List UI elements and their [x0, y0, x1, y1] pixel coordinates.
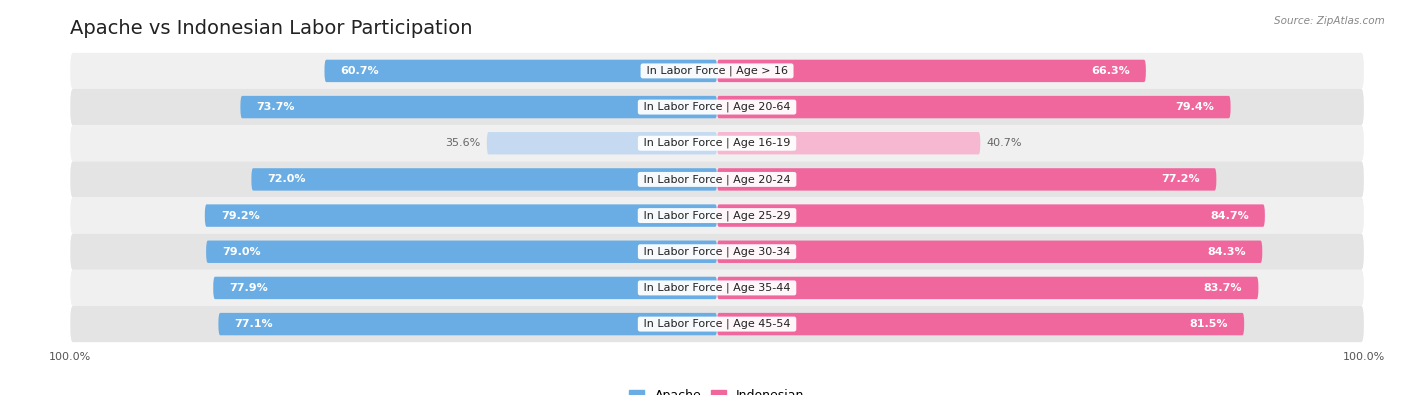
Text: 84.3%: 84.3%: [1208, 247, 1246, 257]
FancyBboxPatch shape: [717, 204, 1265, 227]
Text: 73.7%: 73.7%: [256, 102, 295, 112]
Text: In Labor Force | Age 16-19: In Labor Force | Age 16-19: [640, 138, 794, 149]
FancyBboxPatch shape: [717, 168, 1216, 191]
Text: 77.9%: 77.9%: [229, 283, 269, 293]
Text: 84.7%: 84.7%: [1211, 211, 1249, 220]
FancyBboxPatch shape: [717, 132, 980, 154]
FancyBboxPatch shape: [70, 89, 1364, 125]
Text: 40.7%: 40.7%: [987, 138, 1022, 148]
Text: 66.3%: 66.3%: [1091, 66, 1129, 76]
FancyBboxPatch shape: [486, 132, 717, 154]
Text: 35.6%: 35.6%: [446, 138, 481, 148]
Text: 79.0%: 79.0%: [222, 247, 262, 257]
Text: 83.7%: 83.7%: [1204, 283, 1243, 293]
FancyBboxPatch shape: [70, 125, 1364, 161]
FancyBboxPatch shape: [252, 168, 717, 191]
FancyBboxPatch shape: [70, 53, 1364, 89]
FancyBboxPatch shape: [205, 204, 717, 227]
Legend: Apache, Indonesian: Apache, Indonesian: [624, 384, 810, 395]
Text: 79.4%: 79.4%: [1175, 102, 1215, 112]
Text: In Labor Force | Age 20-64: In Labor Force | Age 20-64: [640, 102, 794, 112]
FancyBboxPatch shape: [70, 198, 1364, 234]
Text: In Labor Force | Age 20-24: In Labor Force | Age 20-24: [640, 174, 794, 185]
Text: In Labor Force | Age 35-44: In Labor Force | Age 35-44: [640, 283, 794, 293]
Text: 72.0%: 72.0%: [267, 175, 307, 184]
Text: 77.1%: 77.1%: [235, 319, 273, 329]
FancyBboxPatch shape: [325, 60, 717, 82]
FancyBboxPatch shape: [70, 234, 1364, 270]
FancyBboxPatch shape: [240, 96, 717, 118]
Text: In Labor Force | Age 30-34: In Labor Force | Age 30-34: [640, 246, 794, 257]
FancyBboxPatch shape: [70, 161, 1364, 198]
Text: 79.2%: 79.2%: [221, 211, 260, 220]
FancyBboxPatch shape: [214, 277, 717, 299]
FancyBboxPatch shape: [717, 277, 1258, 299]
Text: 60.7%: 60.7%: [340, 66, 380, 76]
Text: 77.2%: 77.2%: [1161, 175, 1201, 184]
Text: In Labor Force | Age > 16: In Labor Force | Age > 16: [643, 66, 792, 76]
FancyBboxPatch shape: [717, 241, 1263, 263]
FancyBboxPatch shape: [207, 241, 717, 263]
FancyBboxPatch shape: [717, 60, 1146, 82]
Text: In Labor Force | Age 25-29: In Labor Force | Age 25-29: [640, 210, 794, 221]
FancyBboxPatch shape: [70, 270, 1364, 306]
FancyBboxPatch shape: [717, 313, 1244, 335]
Text: Source: ZipAtlas.com: Source: ZipAtlas.com: [1274, 16, 1385, 26]
Text: In Labor Force | Age 45-54: In Labor Force | Age 45-54: [640, 319, 794, 329]
FancyBboxPatch shape: [717, 96, 1230, 118]
Text: 81.5%: 81.5%: [1189, 319, 1227, 329]
Text: Apache vs Indonesian Labor Participation: Apache vs Indonesian Labor Participation: [70, 19, 472, 38]
FancyBboxPatch shape: [70, 306, 1364, 342]
FancyBboxPatch shape: [218, 313, 717, 335]
